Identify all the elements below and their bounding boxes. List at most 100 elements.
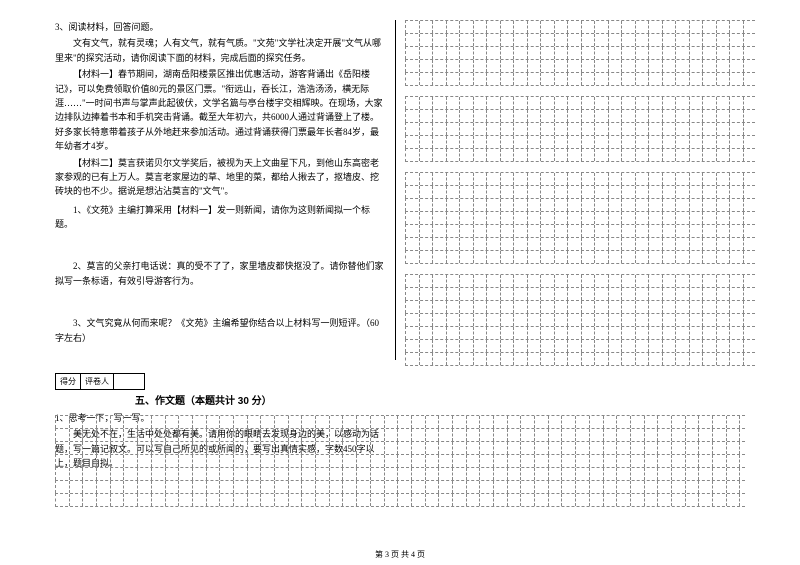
grid-cell bbox=[622, 212, 636, 224]
grid-cell bbox=[420, 136, 434, 148]
grid-cell bbox=[138, 468, 152, 480]
grid-cell bbox=[568, 340, 582, 352]
grid-cell bbox=[541, 21, 555, 33]
grid-cell bbox=[663, 149, 677, 161]
grid-cell bbox=[521, 455, 535, 467]
grid-cell bbox=[439, 416, 453, 428]
grid-cell bbox=[617, 429, 631, 441]
grid-cell bbox=[398, 468, 412, 480]
grid-cell bbox=[420, 212, 434, 224]
grid-cell bbox=[406, 225, 420, 237]
grid-cell bbox=[636, 21, 650, 33]
grid-cell bbox=[562, 429, 576, 441]
grid-cell bbox=[676, 327, 690, 339]
grid-cell bbox=[406, 340, 420, 352]
grid-cell bbox=[663, 314, 677, 326]
grid-cell bbox=[622, 327, 636, 339]
grid-cell bbox=[595, 97, 609, 109]
grid-cell bbox=[568, 21, 582, 33]
grid-cell bbox=[663, 327, 677, 339]
grid-cell bbox=[433, 47, 447, 59]
grid-cell bbox=[645, 442, 659, 454]
grid-row bbox=[55, 415, 745, 428]
grid-cell bbox=[690, 186, 704, 198]
grid-cell bbox=[508, 468, 522, 480]
grid-row bbox=[405, 46, 755, 59]
grid-cell bbox=[730, 199, 744, 211]
grid-cell bbox=[541, 186, 555, 198]
grid-cell bbox=[658, 429, 672, 441]
grid-cell bbox=[582, 34, 596, 46]
grid-cell bbox=[649, 199, 663, 211]
grid-cell bbox=[412, 442, 426, 454]
grid-cell bbox=[460, 225, 474, 237]
grid-cell bbox=[406, 149, 420, 161]
grid-cell bbox=[717, 327, 731, 339]
grid-cell bbox=[460, 288, 474, 300]
grid-cell bbox=[447, 173, 461, 185]
grid-cell bbox=[412, 416, 426, 428]
grid-cell bbox=[568, 47, 582, 59]
grid-cell bbox=[568, 199, 582, 211]
grid-cell bbox=[541, 275, 555, 287]
grid-cell bbox=[207, 494, 221, 506]
grid-cell bbox=[207, 429, 221, 441]
grid-cell bbox=[179, 442, 193, 454]
grid-cell bbox=[193, 429, 207, 441]
grid-cell bbox=[658, 455, 672, 467]
grid-cell bbox=[730, 314, 744, 326]
grid-cell bbox=[420, 288, 434, 300]
grid-row bbox=[405, 339, 755, 352]
grid-cell bbox=[521, 468, 535, 480]
grid-cell bbox=[406, 327, 420, 339]
grid-cell bbox=[549, 468, 563, 480]
grid-cell bbox=[97, 416, 111, 428]
grid-cell bbox=[636, 149, 650, 161]
grid-cell bbox=[528, 136, 542, 148]
grid-cell bbox=[433, 123, 447, 135]
grid-cell bbox=[494, 442, 508, 454]
grid-cell bbox=[474, 353, 488, 365]
grid-cell bbox=[604, 494, 618, 506]
grid-cell bbox=[663, 340, 677, 352]
grid-cell bbox=[622, 186, 636, 198]
score-box: 得分 评卷人 bbox=[55, 373, 145, 390]
grid-cell bbox=[447, 186, 461, 198]
grid-cell bbox=[406, 136, 420, 148]
grid-cell bbox=[717, 136, 731, 148]
grid-cell bbox=[568, 212, 582, 224]
grid-cell bbox=[555, 34, 569, 46]
grid-cell bbox=[234, 468, 248, 480]
grid-cell bbox=[357, 481, 371, 493]
grid-cell bbox=[166, 481, 180, 493]
grid-cell bbox=[609, 225, 623, 237]
writing-grid bbox=[405, 96, 755, 162]
grid-cell bbox=[289, 416, 303, 428]
grid-cell bbox=[501, 21, 515, 33]
grid-cell bbox=[595, 225, 609, 237]
grid-cell bbox=[636, 251, 650, 263]
grid-cell bbox=[717, 47, 731, 59]
grid-cell bbox=[631, 468, 645, 480]
grid-cell bbox=[439, 481, 453, 493]
grid-cell bbox=[330, 468, 344, 480]
grid-cell bbox=[330, 416, 344, 428]
grid-cell bbox=[138, 429, 152, 441]
grid-cell bbox=[124, 416, 138, 428]
grid-cell bbox=[541, 136, 555, 148]
grid-cell bbox=[248, 442, 262, 454]
grid-cell bbox=[426, 442, 440, 454]
grid-row bbox=[55, 441, 745, 454]
grid-row bbox=[55, 467, 745, 480]
grid-cell bbox=[541, 327, 555, 339]
grid-cell bbox=[555, 327, 569, 339]
grid-cell bbox=[514, 251, 528, 263]
grid-cell bbox=[541, 301, 555, 313]
grid-row bbox=[405, 300, 755, 313]
grid-cell bbox=[535, 481, 549, 493]
grid-cell bbox=[717, 288, 731, 300]
grid-cell bbox=[663, 110, 677, 122]
grid-cell bbox=[576, 416, 590, 428]
grid-cell bbox=[474, 73, 488, 85]
grid-cell bbox=[371, 442, 385, 454]
